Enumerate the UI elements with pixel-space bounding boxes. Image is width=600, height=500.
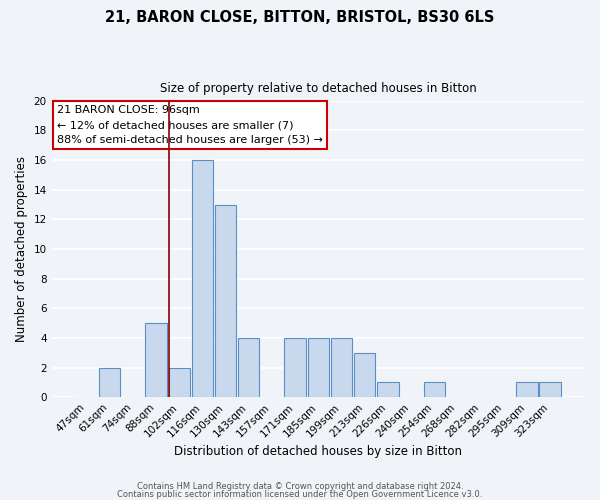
Text: Contains HM Land Registry data © Crown copyright and database right 2024.: Contains HM Land Registry data © Crown c… — [137, 482, 463, 491]
Bar — [539, 382, 561, 397]
Text: Contains public sector information licensed under the Open Government Licence v3: Contains public sector information licen… — [118, 490, 482, 499]
Bar — [215, 204, 236, 397]
Text: 21, BARON CLOSE, BITTON, BRISTOL, BS30 6LS: 21, BARON CLOSE, BITTON, BRISTOL, BS30 6… — [106, 10, 494, 25]
Bar — [331, 338, 352, 397]
X-axis label: Distribution of detached houses by size in Bitton: Distribution of detached houses by size … — [175, 444, 463, 458]
Bar — [308, 338, 329, 397]
Bar — [284, 338, 306, 397]
Title: Size of property relative to detached houses in Bitton: Size of property relative to detached ho… — [160, 82, 477, 96]
Bar — [169, 368, 190, 397]
Bar — [192, 160, 213, 397]
Y-axis label: Number of detached properties: Number of detached properties — [15, 156, 28, 342]
Bar — [99, 368, 121, 397]
Bar — [354, 353, 376, 397]
Text: 21 BARON CLOSE: 96sqm
← 12% of detached houses are smaller (7)
88% of semi-detac: 21 BARON CLOSE: 96sqm ← 12% of detached … — [57, 106, 323, 145]
Bar — [424, 382, 445, 397]
Bar — [238, 338, 259, 397]
Bar — [145, 323, 167, 397]
Bar — [377, 382, 398, 397]
Bar — [516, 382, 538, 397]
